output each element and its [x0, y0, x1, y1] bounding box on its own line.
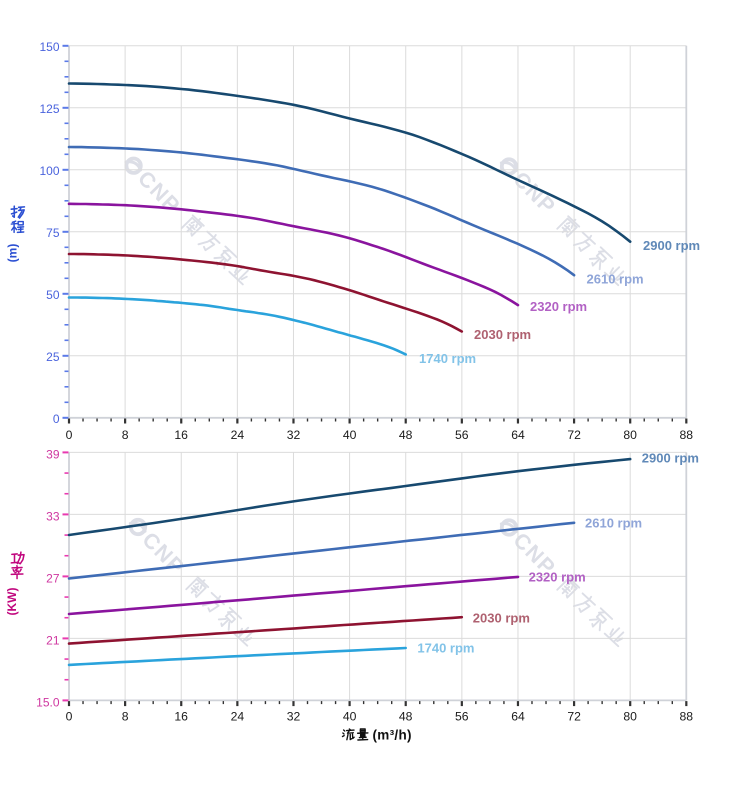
svg-text:56: 56: [455, 710, 469, 724]
svg-text:0: 0: [66, 428, 73, 442]
svg-text:16: 16: [174, 428, 188, 442]
svg-text:1740 rpm: 1740 rpm: [417, 641, 474, 656]
svg-text:56: 56: [455, 428, 469, 442]
svg-text:64: 64: [511, 428, 525, 442]
svg-text:39: 39: [46, 448, 60, 462]
svg-text:15.0: 15.0: [36, 696, 60, 710]
svg-text:(m³/h): (m³/h): [373, 727, 412, 742]
svg-text:2900 rpm: 2900 rpm: [642, 450, 699, 465]
svg-text:2320 rpm: 2320 rpm: [530, 299, 587, 314]
svg-text:2610 rpm: 2610 rpm: [587, 271, 644, 286]
svg-text:64: 64: [511, 710, 525, 724]
svg-text:0: 0: [53, 412, 60, 426]
svg-text:72: 72: [567, 710, 581, 724]
svg-text:8: 8: [122, 710, 129, 724]
svg-text:100: 100: [39, 164, 59, 178]
svg-text:72: 72: [567, 428, 581, 442]
svg-text:8: 8: [122, 428, 129, 442]
svg-text:32: 32: [287, 710, 301, 724]
svg-text:40: 40: [343, 710, 357, 724]
svg-text:(KW): (KW): [5, 588, 19, 616]
svg-text:75: 75: [46, 226, 60, 240]
svg-text:1740 rpm: 1740 rpm: [419, 351, 476, 366]
svg-text:(m): (m): [6, 244, 20, 263]
svg-text:32: 32: [287, 428, 301, 442]
svg-text:24: 24: [231, 710, 245, 724]
svg-text:88: 88: [680, 428, 694, 442]
svg-text:40: 40: [343, 428, 357, 442]
svg-text:33: 33: [46, 510, 60, 524]
svg-text:80: 80: [623, 428, 637, 442]
svg-text:80: 80: [623, 710, 637, 724]
svg-text:21: 21: [46, 634, 60, 648]
svg-text:16: 16: [174, 710, 188, 724]
svg-text:50: 50: [46, 288, 60, 302]
svg-text:2900 rpm: 2900 rpm: [643, 238, 700, 253]
svg-text:0: 0: [66, 710, 73, 724]
svg-text:125: 125: [39, 102, 59, 116]
svg-text:2030 rpm: 2030 rpm: [474, 327, 531, 342]
svg-text:2610 rpm: 2610 rpm: [585, 515, 642, 530]
svg-text:25: 25: [46, 350, 60, 364]
svg-text:88: 88: [680, 710, 694, 724]
svg-text:24: 24: [231, 428, 245, 442]
svg-text:48: 48: [399, 428, 413, 442]
svg-text:27: 27: [46, 572, 60, 586]
svg-text:2320 rpm: 2320 rpm: [529, 569, 586, 584]
svg-text:150: 150: [39, 40, 59, 54]
svg-text:2030 rpm: 2030 rpm: [473, 610, 530, 625]
svg-text:48: 48: [399, 710, 413, 724]
